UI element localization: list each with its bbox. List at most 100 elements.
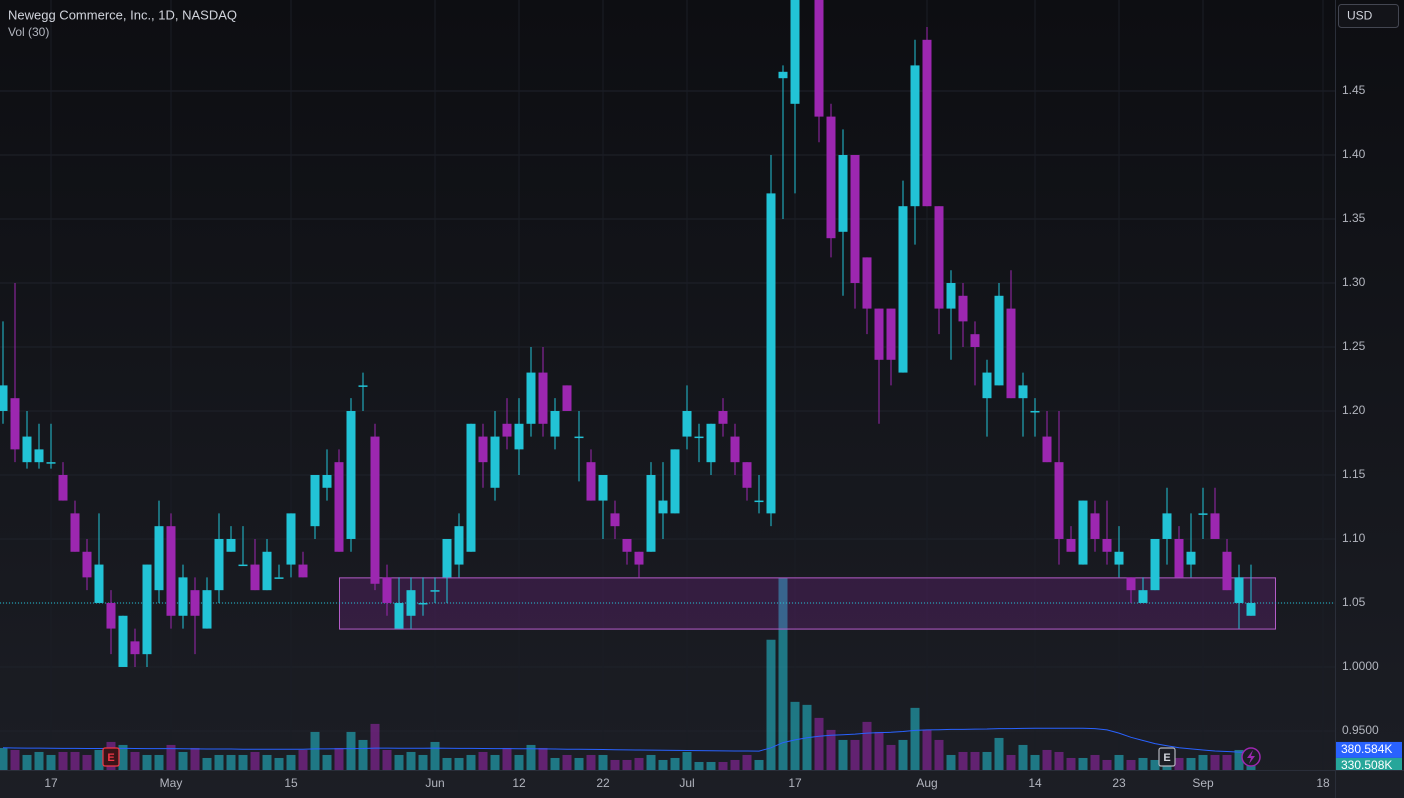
- currency-button[interactable]: [1338, 4, 1399, 28]
- volume-bar: [1090, 754, 1100, 770]
- candle-body: [538, 372, 548, 424]
- y-tick-label: 1.10: [1342, 531, 1366, 545]
- volume-bar: [1102, 759, 1112, 770]
- volume-bar: [118, 744, 128, 770]
- candle-body: [310, 474, 320, 527]
- candle-body: [490, 436, 500, 488]
- volume-bar: [610, 759, 620, 770]
- candle-body: [874, 308, 884, 360]
- candle-body: [0, 385, 8, 411]
- volume-bar: [274, 757, 284, 770]
- volume-bar: [910, 707, 920, 770]
- candle-body: [514, 423, 524, 450]
- candle-body: [370, 436, 380, 584]
- candle-body: [94, 564, 104, 603]
- candle-body: [466, 423, 476, 552]
- volume-bar: [58, 751, 68, 770]
- volume-bar: [1174, 757, 1184, 770]
- price-axis: 1.45 1.40 1.35 1.30 1.25 1.20 1.15 1.10 1.05 1.00…: [1342, 83, 1379, 737]
- candle-body: [238, 564, 248, 567]
- candle-body: [382, 577, 392, 603]
- candle-body: [946, 282, 956, 309]
- candle-body: [1126, 577, 1136, 591]
- volume-ma-tag: 330.508K: [1341, 758, 1392, 772]
- volume-bar: [34, 751, 44, 770]
- event-badge: [102, 747, 120, 767]
- volume-bar: [1030, 754, 1040, 770]
- lightning-icon: [1241, 747, 1261, 767]
- event-badge: [1158, 747, 1176, 767]
- event-label: E: [1163, 752, 1170, 764]
- candle-body: [1174, 538, 1184, 578]
- volume-bar: [862, 721, 872, 770]
- x-tick-label: 15: [284, 776, 298, 790]
- candle-body: [166, 526, 176, 616]
- candle-body: [970, 334, 980, 347]
- currency-label[interactable]: USD: [1347, 9, 1373, 23]
- volume-ma-tag-bg: [1336, 757, 1402, 770]
- chart-title: Newegg Commerce, Inc., 1D, NASDAQ: [8, 7, 237, 22]
- candle-body: [298, 564, 308, 578]
- x-tick-label: Jun: [425, 776, 444, 790]
- volume-bar: [190, 747, 200, 770]
- x-tick-label: Aug: [916, 776, 937, 790]
- candle-body: [1054, 462, 1064, 539]
- volume-bar: [538, 747, 548, 770]
- candle-body: [1186, 551, 1196, 565]
- volume-bar: [922, 729, 932, 770]
- candle-body: [1210, 513, 1220, 539]
- candle-body: [250, 564, 260, 591]
- volume-bar: [358, 739, 368, 770]
- volume-bar: [262, 754, 272, 770]
- volume-bar: [934, 739, 944, 770]
- candle-body: [850, 154, 860, 283]
- volume-bar: [706, 761, 716, 770]
- candle-body: [634, 551, 644, 565]
- volume-bar: [646, 754, 656, 770]
- volume-bar: [574, 757, 584, 770]
- volume-bar: [898, 739, 908, 770]
- volume-bar: [754, 759, 764, 770]
- candle-body: [958, 295, 968, 322]
- candle-body: [754, 500, 764, 503]
- candle-body: [550, 410, 560, 437]
- x-tick-label: 22: [596, 776, 610, 790]
- volume-bar: [370, 723, 380, 770]
- candle-body: [106, 602, 116, 629]
- candle-body: [406, 590, 416, 616]
- volume-bar: [10, 749, 20, 770]
- volume-bar: [970, 751, 980, 770]
- candle-body: [1246, 602, 1256, 616]
- volume-bar: [694, 761, 704, 770]
- candle-body: [658, 500, 668, 514]
- volume-bar: [1186, 757, 1196, 770]
- candle-body: [766, 193, 776, 514]
- volume-bar: [562, 754, 572, 770]
- x-tick-label: 18: [1316, 776, 1330, 790]
- volume-bar: [394, 754, 404, 770]
- volume-bar: [310, 731, 320, 770]
- candle-body: [934, 206, 944, 309]
- candle-body: [430, 590, 440, 592]
- time-axis: 17 May 15 Jun 12 22 Jul 17 Aug 14 23 Sep 18: [44, 776, 1330, 790]
- candle-body: [838, 154, 848, 232]
- volume-bar: [838, 739, 848, 770]
- candle-body: [598, 474, 608, 501]
- candle-body: [718, 410, 728, 424]
- x-tick-label: 17: [788, 776, 802, 790]
- volume-bar: [526, 744, 536, 770]
- volume-bar: [1138, 757, 1148, 770]
- candle-body: [274, 577, 284, 579]
- volume-bar: [418, 754, 428, 770]
- volume-bar: [742, 754, 752, 770]
- candle-body: [886, 308, 896, 360]
- volume-bar: [586, 754, 596, 770]
- y-tick-label: 1.20: [1342, 403, 1366, 417]
- volume-bar: [790, 701, 800, 770]
- candle-body: [610, 513, 620, 527]
- candle-body: [262, 551, 272, 591]
- volume-legend: Vol (30): [8, 25, 49, 39]
- volume-bar: [70, 751, 80, 770]
- volume-bar: [94, 749, 104, 770]
